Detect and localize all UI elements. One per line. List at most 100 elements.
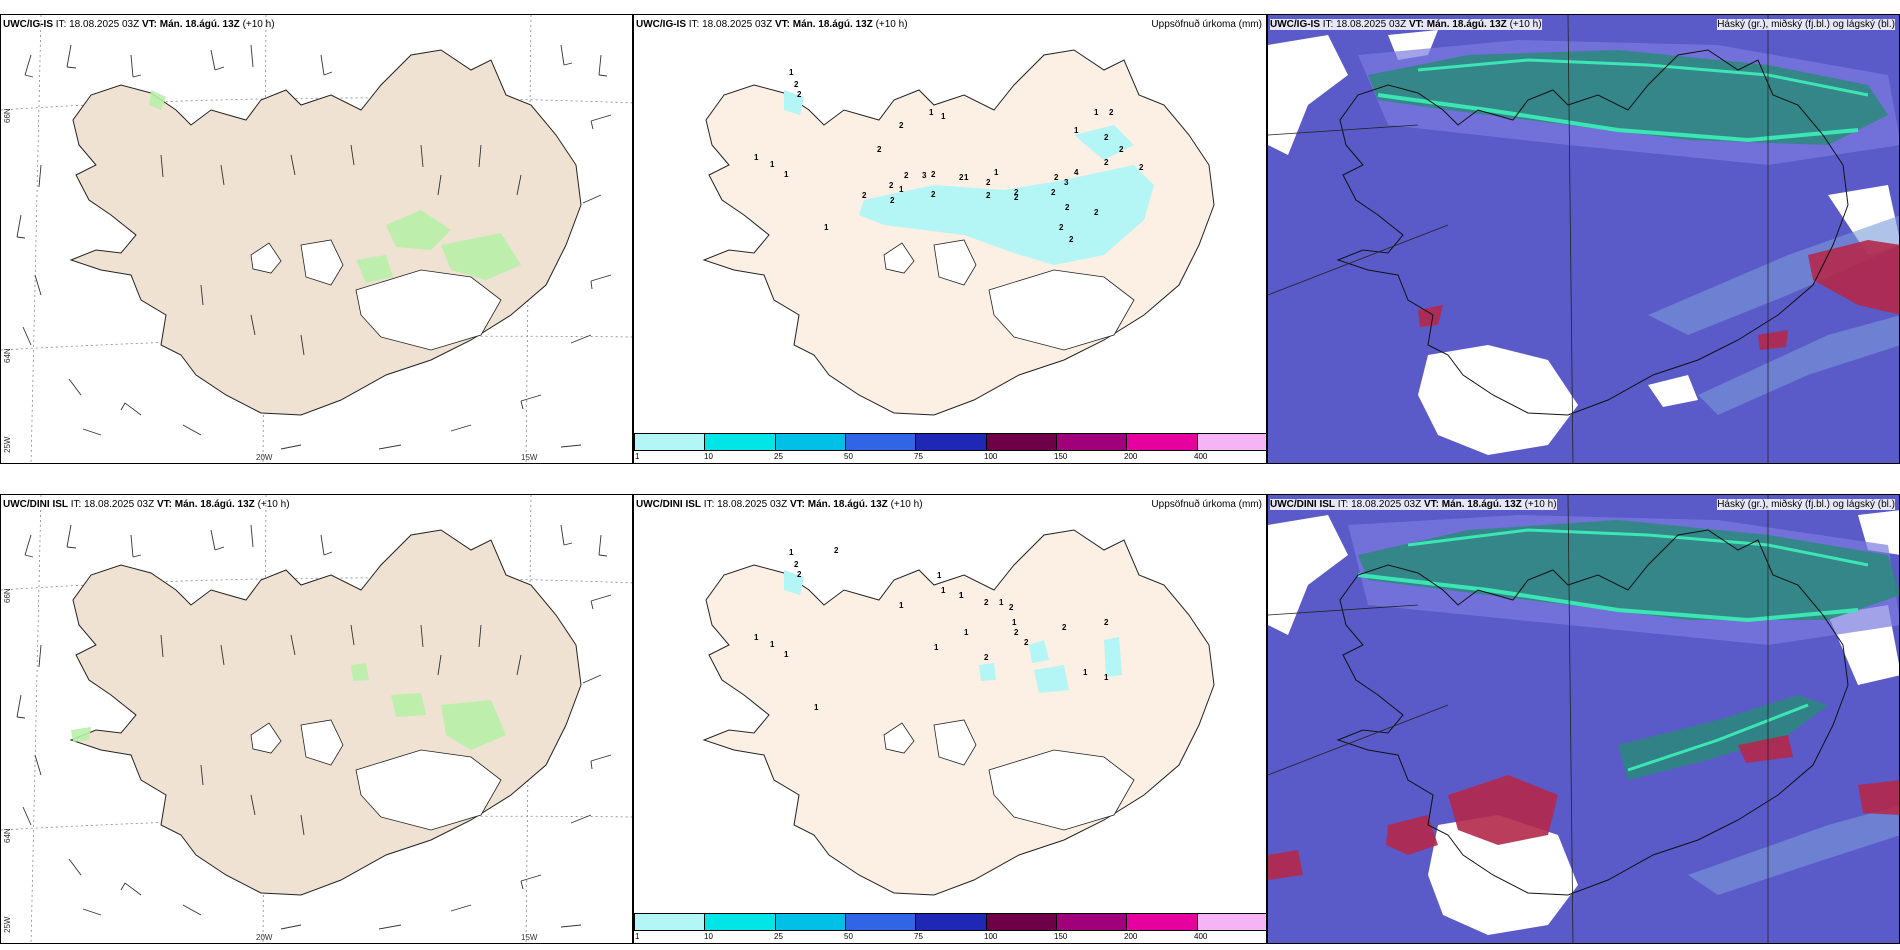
lon-label-25w: 25W: [3, 436, 12, 453]
colorbar-tick: 75: [914, 932, 923, 941]
precip-value-label: 1: [934, 643, 939, 652]
lat-label-64n: 64N: [3, 828, 12, 843]
precip-value-label: 2: [986, 191, 991, 200]
precip-value-label: 2: [1069, 235, 1074, 244]
cloud-map-top: [1268, 15, 1899, 463]
precip-colorbar-top: [634, 433, 1266, 451]
colorbar-tick: 50: [844, 932, 853, 941]
precip-value-label: 1: [964, 173, 969, 182]
precip-value-label: 2: [1051, 188, 1056, 197]
precip-value-label: 1: [1104, 673, 1109, 682]
colorbar-tick: 75: [914, 452, 923, 461]
colorbar-swatch: [775, 914, 846, 930]
lon-label-25w: 25W: [3, 916, 12, 933]
precip-value-label: 2: [1009, 603, 1014, 612]
init-time: IT: 18.08.2025 03Z: [1322, 19, 1407, 30]
wind-map-top: [1, 15, 632, 463]
model-name: UWC/DINI ISL: [3, 499, 68, 510]
colorbar-swatch: [635, 914, 706, 930]
precip-value-label: 2: [1109, 108, 1114, 117]
colorbar-swatch: [705, 434, 776, 450]
colorbar-swatch: [1056, 434, 1128, 450]
precip-value-label: 2: [794, 80, 799, 89]
lead-time: (+10 h): [242, 19, 275, 30]
precip-value-label: 2: [984, 598, 989, 607]
precip-value-label: 2: [834, 546, 839, 555]
lat-label-66n: 66N: [3, 588, 12, 603]
precip-value-label: 1: [770, 640, 775, 649]
valid-time: VT: Mán. 18.ágú. 13Z: [141, 19, 240, 30]
colorbar-swatch: [1127, 914, 1198, 930]
lon-label-15w: 15W: [521, 453, 538, 462]
colorbar-swatch: [635, 434, 706, 450]
lead-time: (+10 h): [1509, 19, 1542, 30]
model-name: UWC/DINI ISL: [1270, 499, 1335, 510]
precip-value-label: 2: [1065, 203, 1070, 212]
precip-value-label: 2: [986, 178, 991, 187]
precip-value-label: 2: [1062, 623, 1067, 632]
precip-value-label: 2: [1104, 618, 1109, 627]
wind-panel-title-top: UWC/IG-IS IT: 18.08.2025 03Z VT: Mán. 18…: [3, 19, 275, 30]
colorbar-tick: 200: [1124, 452, 1138, 461]
lon-label-20w: 20W: [256, 933, 273, 942]
precip-value-label: 1: [1083, 668, 1088, 677]
precip-panel-title-top: UWC/IG-IS IT: 18.08.2025 03Z VT: Mán. 18…: [636, 19, 908, 30]
precip-value-label: 1: [1094, 108, 1099, 117]
precip-value-label: 2: [1014, 628, 1019, 637]
model-name: UWC/IG-IS: [636, 19, 686, 30]
precip-value-label: 2: [1014, 193, 1019, 202]
colorbar-tick: 100: [984, 452, 998, 461]
precip-value-label: 1: [1012, 618, 1017, 627]
lat-label-64n: 64N: [3, 348, 12, 363]
precip-value-label: 2: [1119, 145, 1124, 154]
precip-value-label: 1: [929, 108, 934, 117]
precip-value-label: 2: [959, 173, 964, 182]
colorbar-tick: 10: [704, 452, 713, 461]
precip-value-label: 2: [1054, 173, 1059, 182]
precip-value-label: 3: [1064, 178, 1069, 187]
colorbar-tick: 25: [774, 452, 783, 461]
precip-value-label: 1: [959, 591, 964, 600]
cloud-panel-title-bottom: UWC/DINI ISL IT: 18.08.2025 03Z VT: Mán.…: [1270, 499, 1557, 510]
colorbar-swatch: [986, 434, 1057, 450]
precip-value-label: 1: [899, 185, 904, 194]
wind-map-panel-top: UWC/IG-IS IT: 18.08.2025 03Z VT: Mán. 18…: [0, 14, 633, 464]
precip-value-label: 2: [1094, 208, 1099, 217]
colorbar-tick: 100: [984, 932, 998, 941]
cloud-panel-subtitle-top: Háský (gr.), miðský (fj.bl.) og lágský (…: [1717, 19, 1895, 30]
precip-value-label: 1: [789, 548, 794, 557]
valid-time: VT: Mán. 18.ágú. 13Z: [156, 499, 255, 510]
colorbar-tick: 400: [1194, 932, 1208, 941]
colorbar-tick: 1: [635, 452, 640, 461]
iceland-land: [702, 529, 1215, 896]
colorbar-swatch: [775, 434, 846, 450]
precip-colorbar-bottom: [634, 913, 1266, 931]
precip-value-label: 1: [999, 598, 1004, 607]
cloud-map-panel-bottom: UWC/DINI ISL IT: 18.08.2025 03Z VT: Mán.…: [1267, 494, 1900, 944]
precip-panel-title-bottom: UWC/DINI ISL IT: 18.08.2025 03Z VT: Mán.…: [636, 499, 923, 510]
colorbar-swatch: [1197, 914, 1266, 930]
init-time: IT: 18.08.2025 03Z: [703, 499, 788, 510]
precip-value-label: 1: [814, 703, 819, 712]
colorbar-tick: 10: [704, 932, 713, 941]
precip-value-label: 2: [1139, 163, 1144, 172]
init-time: IT: 18.08.2025 03Z: [688, 19, 773, 30]
precip-value-label: 1: [824, 223, 829, 232]
colorbar-swatch: [1056, 914, 1128, 930]
precip-value-label: 1: [784, 650, 789, 659]
init-time: IT: 18.08.2025 03Z: [1337, 499, 1422, 510]
precip-value-label: 2: [862, 191, 867, 200]
lead-time: (+10 h): [257, 499, 290, 510]
precip-value-label: 2: [794, 560, 799, 569]
colorbar-tick: 1: [635, 932, 640, 941]
precip-value-label: 2: [1014, 188, 1019, 197]
colorbar-tick: 150: [1054, 452, 1068, 461]
precip-value-label: 2: [797, 90, 802, 99]
valid-time: VT: Mán. 18.ágú. 13Z: [774, 19, 873, 30]
precip-value-label: 2: [889, 181, 894, 190]
precip-value-label: 2: [931, 170, 936, 179]
precip-value-label: 1: [994, 168, 999, 177]
